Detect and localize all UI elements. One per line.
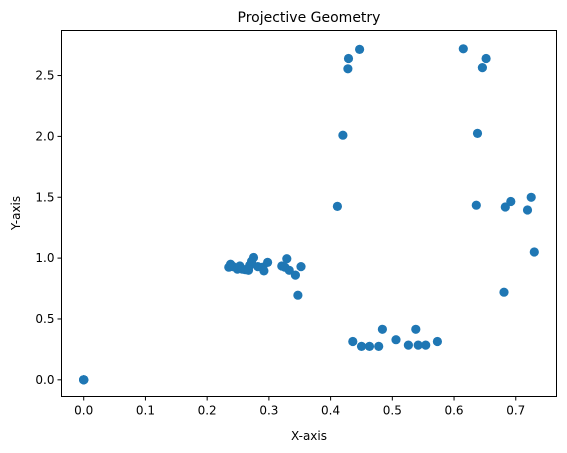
scatter-point [263, 257, 273, 267]
scatter-point [293, 290, 303, 300]
x-axis-label: X-axis [291, 429, 327, 443]
scatter-point [348, 336, 358, 347]
scatter-point [332, 201, 342, 211]
scatter-point [79, 375, 89, 385]
scatter-point [343, 64, 353, 74]
x-tick-label: 0.4 [321, 404, 340, 418]
scatter-point [432, 336, 442, 347]
scatter-point [374, 341, 384, 351]
x-tick-label: 0.1 [136, 404, 155, 418]
scatter-point [411, 324, 421, 334]
scatter-point [377, 324, 387, 334]
scatter-point [282, 254, 292, 264]
scatter-point [296, 262, 306, 272]
x-axis-ticks: 0.0 0.1 0.2 0.3 0.4 0.5 0.6 0.7 [74, 396, 525, 418]
scatter-point [413, 340, 423, 350]
scatter-point [343, 53, 354, 64]
scatter-point [364, 341, 375, 351]
scatter-point [529, 247, 539, 257]
scatter-points [79, 44, 539, 385]
y-axis-ticks: 0.0 0.5 1.0 1.5 2.0 2.5 [35, 69, 62, 387]
x-tick-label: 0.7 [506, 404, 525, 418]
y-tick-label: 1.0 [35, 251, 54, 265]
x-tick-label: 0.3 [259, 404, 278, 418]
scatter-point [248, 252, 259, 263]
x-tick-label: 0.5 [383, 404, 402, 418]
x-tick-label: 0.6 [444, 404, 463, 418]
scatter-point [391, 335, 401, 345]
scatter-point [472, 128, 483, 138]
scatter-point [526, 192, 536, 202]
y-tick-label: 0.5 [35, 312, 54, 326]
scatter-point [355, 44, 365, 55]
y-tick-label: 2.5 [35, 69, 54, 83]
scatter-point [421, 340, 431, 350]
x-tick-label: 0.0 [74, 404, 93, 418]
scatter-point [471, 200, 481, 210]
scatter-point [499, 287, 509, 297]
y-tick-label: 2.0 [35, 129, 54, 143]
scatter-point [481, 53, 491, 64]
y-axis-label: Y-axis [9, 196, 23, 231]
scatter-point [506, 196, 516, 207]
plot-frame [61, 30, 557, 397]
scatter-point [338, 130, 348, 140]
scatter-point [356, 341, 367, 351]
scatter-point [522, 205, 533, 215]
scatter-point [284, 265, 294, 275]
scatter-point [403, 340, 413, 350]
y-tick-label: 1.5 [35, 190, 54, 204]
x-tick-label: 0.2 [198, 404, 217, 418]
scatter-point [458, 44, 468, 54]
scatter-point [290, 270, 300, 280]
scatter-point [259, 266, 269, 276]
scatter-point [477, 63, 487, 73]
y-tick-label: 0.0 [35, 373, 54, 387]
chart-title: Projective Geometry [238, 10, 381, 26]
